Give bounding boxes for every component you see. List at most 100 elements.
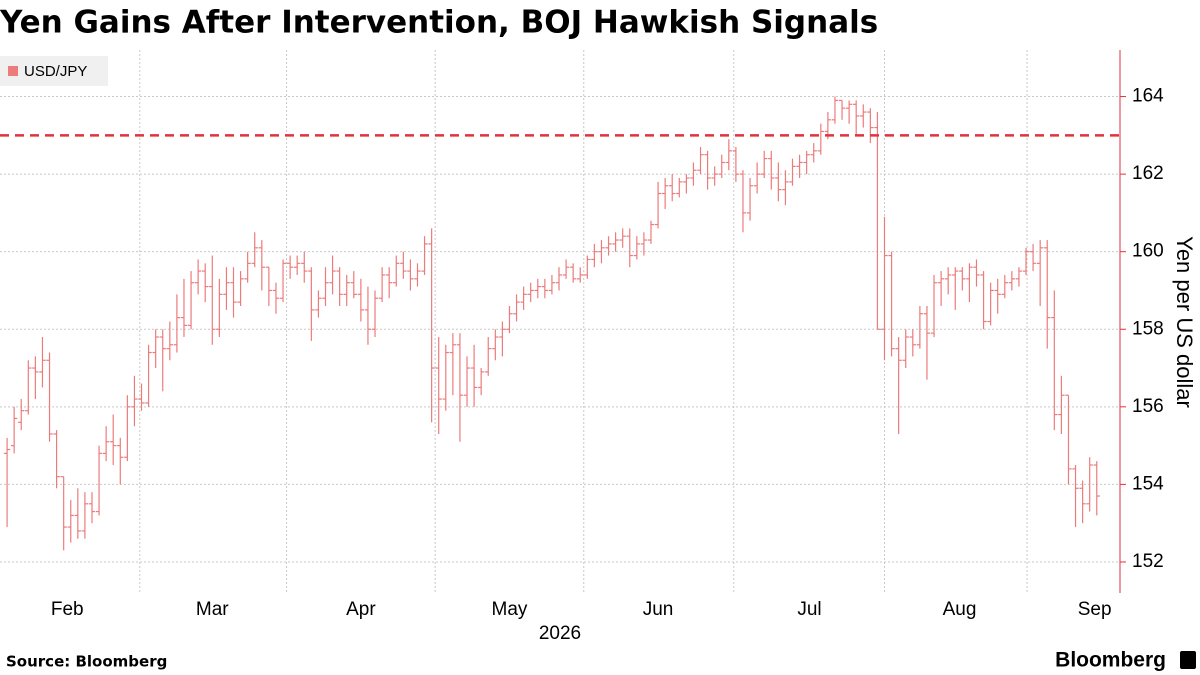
ohlc-bar: [393, 255, 400, 287]
ohlc-bar: [499, 321, 506, 357]
ohlc-bar: [477, 368, 485, 396]
ohlc-bar: [1008, 271, 1016, 291]
ohlc-bar: [166, 321, 174, 361]
ohlc-bar: [60, 476, 67, 551]
ohlc-bar: [10, 406, 18, 454]
ohlc-bar: [831, 96, 839, 124]
ohlc-bar: [1079, 480, 1086, 524]
x-tick-label: Aug: [943, 599, 977, 620]
ohlc-bar: [761, 150, 768, 178]
ohlc-bar: [513, 294, 520, 322]
ohlc-bar: [937, 271, 945, 306]
ohlc-bar: [117, 437, 124, 485]
ohlc-bar: [548, 274, 556, 295]
x-tick-label: Mar: [196, 599, 229, 620]
ohlc-bar: [598, 240, 605, 264]
ohlc-bar: [485, 337, 492, 376]
ohlc-bar: [315, 290, 322, 318]
y-tick-label: 156: [1132, 396, 1164, 417]
ohlc-bar: [718, 154, 725, 178]
ohlc-bar: [95, 445, 103, 516]
ohlc-bar: [966, 263, 973, 303]
y-tick-label: 162: [1132, 163, 1164, 184]
source: Source: Bloomberg: [6, 653, 167, 671]
ohlc-bar: [683, 174, 690, 194]
ohlc-bar: [400, 251, 407, 279]
ohlc-bar: [3, 437, 11, 528]
ohlc-bar: [626, 228, 633, 268]
y-tick-label: 160: [1132, 241, 1164, 262]
ohlc-bar: [845, 100, 853, 124]
ohlc-bar: [520, 286, 527, 310]
ohlc-bar: [895, 337, 902, 434]
ohlc-bar: [67, 499, 74, 543]
ohlc-bar: [803, 150, 810, 175]
ohlc-bar: [286, 255, 294, 279]
x-tick-label: Apr: [346, 599, 376, 620]
ohlc-bar: [1086, 457, 1093, 512]
ohlc-bar: [768, 150, 775, 190]
ohlc-bar: [725, 139, 733, 171]
ohlc-bar: [860, 104, 867, 128]
ohlc-bar: [867, 108, 874, 144]
legend-swatch: [8, 66, 18, 76]
ohlc-bar: [1065, 394, 1072, 485]
ohlc-bar: [46, 352, 53, 442]
y-tick-label: 164: [1132, 86, 1164, 107]
brand: Bloomberg: [1055, 649, 1166, 672]
ohlc-bar: [753, 162, 761, 194]
ohlc-bar: [930, 274, 938, 338]
ohlc-bar: [470, 344, 478, 407]
ohlc-bar: [216, 278, 223, 338]
ohlc-bar: [230, 267, 237, 318]
ohlc-bar: [414, 263, 421, 287]
ohlc-bar: [421, 236, 428, 275]
y-axis-label: Yen per US dollar: [1172, 236, 1197, 408]
ohlc-bar: [39, 337, 46, 388]
ohlc-bar: [1036, 240, 1044, 306]
ohlc-bar: [152, 329, 159, 369]
ohlc-bar: [159, 329, 166, 392]
ohlc-bar: [88, 492, 96, 524]
ohlc-bar: [527, 282, 534, 303]
ohlc-bar: [110, 414, 117, 466]
ohlc-bar: [944, 267, 952, 295]
ohlc-bar: [265, 266, 273, 306]
ohlc-bar: [909, 329, 916, 357]
ohlc-bar: [456, 333, 464, 442]
ohlc-bar: [591, 243, 598, 268]
y-tick-label: 154: [1132, 473, 1164, 494]
ohlc-bar: [1015, 267, 1023, 287]
ohlc-bar: [492, 329, 499, 361]
ohlc-bar: [541, 278, 549, 299]
brand-icon: [1180, 651, 1196, 669]
ohlc-bar: [789, 158, 796, 186]
ohlc-bar: [428, 228, 435, 423]
ohlc-bar: [690, 162, 697, 186]
ohlc-bar: [81, 492, 89, 539]
ohlc-bar: [237, 271, 244, 306]
ohlc-bar: [605, 236, 612, 256]
ohlc-bar: [329, 255, 336, 295]
ohlc-bar: [272, 282, 280, 314]
ohlc-bar: [916, 305, 924, 349]
ohlc-bar: [1051, 290, 1058, 431]
ohlc-bar: [704, 150, 711, 190]
ohlc-bar: [888, 251, 895, 357]
ohlc-bar: [336, 267, 343, 306]
ohlc-bar: [343, 274, 350, 306]
ohlc-bar: [994, 278, 1001, 314]
legend-label: USD/JPY: [24, 63, 87, 80]
ohlc-bar: [612, 232, 619, 252]
ohlc-bar: [357, 278, 365, 322]
ohlc-bar: [251, 232, 258, 268]
chart-title: Yen Gains After Intervention, BOJ Hawkis…: [0, 5, 878, 41]
ohlc-bar: [817, 123, 824, 155]
ohlc-bar: [796, 154, 803, 178]
ohlc-bar: [301, 251, 308, 283]
ohlc-bar: [676, 177, 683, 198]
ohlc-bar: [782, 170, 789, 206]
ohlc-bar: [32, 356, 39, 400]
ohlc-bar: [102, 426, 110, 462]
